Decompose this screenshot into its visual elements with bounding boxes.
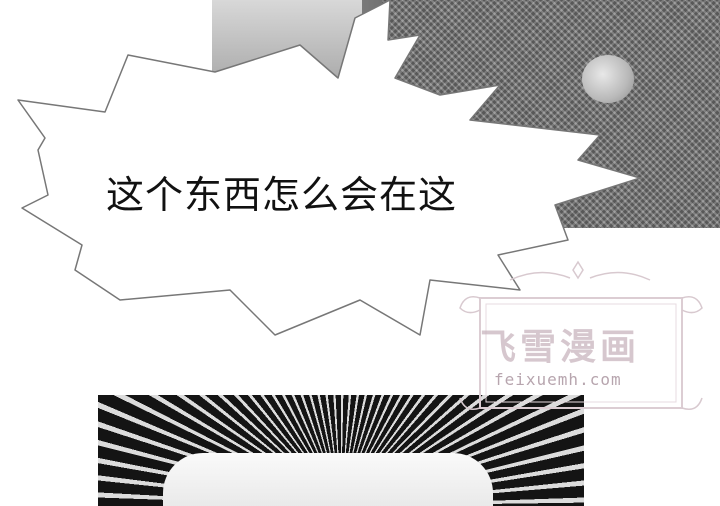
- watermark-title: 飞雪漫画: [480, 327, 641, 368]
- white-cup: [163, 453, 493, 506]
- speech-bubble-outline: [17, 0, 641, 336]
- speech-bubble-text: 这个东西怎么会在这: [106, 173, 458, 217]
- fur-pompom: [582, 55, 634, 103]
- watermark-url: feixuemh.com: [494, 370, 622, 389]
- bottom-comic-panel: [98, 395, 584, 506]
- watermark-frame: [459, 260, 703, 410]
